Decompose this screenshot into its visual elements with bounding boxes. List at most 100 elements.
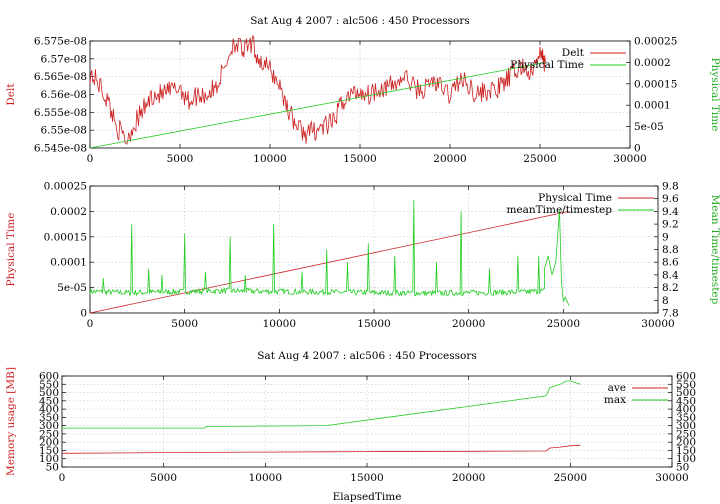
y2-tick-label: 300 [676, 420, 696, 432]
y-tick-label: 300 [39, 420, 59, 432]
y-tick-label: 450 [39, 395, 59, 407]
y2-tick-label: 0.0001 [634, 100, 671, 112]
y-tick-label: 0.00025 [44, 181, 87, 193]
y-tick-label: 100 [39, 453, 59, 465]
x-tick-label: 15000 [343, 153, 376, 165]
y2-tick-label: 550 [676, 379, 696, 391]
series-line-delt [89, 34, 546, 145]
y-tick-label: 50 [46, 462, 59, 474]
y-tick-label: 5e-05 [57, 282, 87, 294]
y2-tick-label: 500 [676, 387, 696, 399]
y-tick-label: 0.0001 [50, 257, 87, 269]
y2-tick-label: 100 [676, 453, 696, 465]
y-tick-label: 6.55e-08 [40, 125, 87, 137]
x-tick-label: 25000 [523, 153, 556, 165]
y2-tick-label: 9 [662, 231, 669, 243]
y2-tick-label: 8.6 [662, 257, 679, 269]
legend-label: Physical Time [510, 59, 584, 71]
x-tick-label: 10000 [263, 318, 296, 330]
legend-label: ave [608, 382, 626, 394]
y2-axis-label: Physical Time [709, 58, 720, 132]
x-tick-label: 25000 [554, 472, 587, 484]
y2-tick-label: 7.8 [662, 308, 679, 320]
y2-tick-label: 200 [676, 437, 696, 449]
y2-tick-label: 450 [676, 395, 696, 407]
y2-tick-label: 8.4 [662, 269, 679, 281]
plot-frame [61, 375, 673, 468]
y-tick-label: 150 [39, 445, 59, 457]
y2-tick-label: 0.0002 [634, 57, 671, 69]
y2-tick-label: 8.8 [662, 244, 679, 256]
y2-tick-label: 9.4 [662, 206, 679, 218]
x-tick-label: 15000 [350, 472, 383, 484]
series-line-max [62, 380, 581, 429]
y-tick-label: 6.575e-08 [34, 36, 87, 48]
y-tick-label: 350 [39, 412, 59, 424]
x-tick-label: 10000 [253, 153, 286, 165]
x-tick-label: 5000 [150, 472, 177, 484]
y-tick-label: 6.565e-08 [34, 71, 87, 83]
series-line-ave [61, 444, 581, 454]
y2-tick-label: 0.00025 [634, 36, 677, 48]
series-line-physical-time [89, 62, 546, 149]
legend-label: Physical Time [538, 192, 612, 204]
y2-axis-label: Mean Time/timestep [709, 195, 720, 305]
y-tick-label: 200 [39, 437, 59, 449]
y-axis-label: Memory usage [MB] [5, 367, 17, 476]
x-tick-label: 0 [87, 153, 94, 165]
y-tick-label: 6.555e-08 [34, 107, 87, 119]
y-tick-label: 0 [80, 308, 87, 320]
chart-panel-1: Sat Aug 4 2007 : alc506 : 450 Processors… [5, 15, 720, 165]
chart-title: Sat Aug 4 2007 : alc506 : 450 Processors [250, 15, 470, 27]
y-axis-label: Physical Time [5, 213, 17, 287]
x-tick-label: 30000 [613, 153, 646, 165]
y-tick-label: 550 [39, 379, 59, 391]
y-tick-label: 6.545e-08 [34, 143, 87, 155]
y2-tick-label: 250 [676, 428, 696, 440]
y2-tick-label: 0 [634, 143, 641, 155]
y2-tick-label: 8.2 [662, 282, 679, 294]
legend-label: Delt [562, 47, 585, 59]
x-tick-label: 25000 [547, 318, 580, 330]
y-tick-label: 500 [39, 387, 59, 399]
x-tick-label: 20000 [452, 318, 485, 330]
y2-tick-label: 150 [676, 445, 696, 457]
x-tick-label: 0 [59, 472, 66, 484]
x-tick-label: 20000 [452, 472, 485, 484]
series-line-meantime-timestep [89, 199, 570, 306]
y2-tick-label: 9.2 [662, 219, 679, 231]
x-tick-label: 10000 [249, 472, 282, 484]
series-line-physical-time [89, 211, 570, 314]
legend-label: max [604, 394, 626, 406]
x-tick-label: 20000 [433, 153, 466, 165]
y-tick-label: 400 [39, 404, 59, 416]
chart-panel-2: 0 5000 10000 15000 20000 25000 30000 0 5e-05 0.00… [5, 181, 720, 331]
x-tick-label: 15000 [357, 318, 390, 330]
x-tick-label: 5000 [167, 153, 194, 165]
y-tick-label: 250 [39, 428, 59, 440]
x-tick-label: 30000 [641, 318, 674, 330]
y2-tick-label: 350 [676, 412, 696, 424]
y2-tick-label: 400 [676, 404, 696, 416]
chart-title: Sat Aug 4 2007 : alc506 : 450 Processors [257, 350, 477, 362]
y2-tick-label: 0.00015 [634, 78, 677, 90]
y2-tick-label: 5e-05 [634, 121, 664, 133]
y2-tick-label: 8 [662, 295, 669, 307]
y-tick-label: 600 [39, 371, 59, 383]
chart-panel-3: Sat Aug 4 2007 : alc506 : 450 Processors… [5, 350, 696, 503]
y-tick-label: 0.0002 [50, 206, 87, 218]
y-tick-label: 0.00015 [44, 231, 87, 243]
y-tick-label: 6.57e-08 [40, 53, 87, 65]
y2-tick-label: 600 [676, 371, 696, 383]
plot-frame [89, 185, 659, 314]
y-tick-label: 6.56e-08 [40, 89, 87, 101]
y2-tick-label: 9.6 [662, 193, 679, 205]
legend-label: meanTime/timestep [506, 204, 612, 216]
y-axis-label: Delt [5, 83, 17, 106]
y2-tick-label: 9.8 [662, 181, 679, 193]
x-axis-label: ElapsedTime [333, 491, 402, 503]
x-tick-label: 0 [87, 318, 94, 330]
x-tick-label: 5000 [171, 318, 198, 330]
